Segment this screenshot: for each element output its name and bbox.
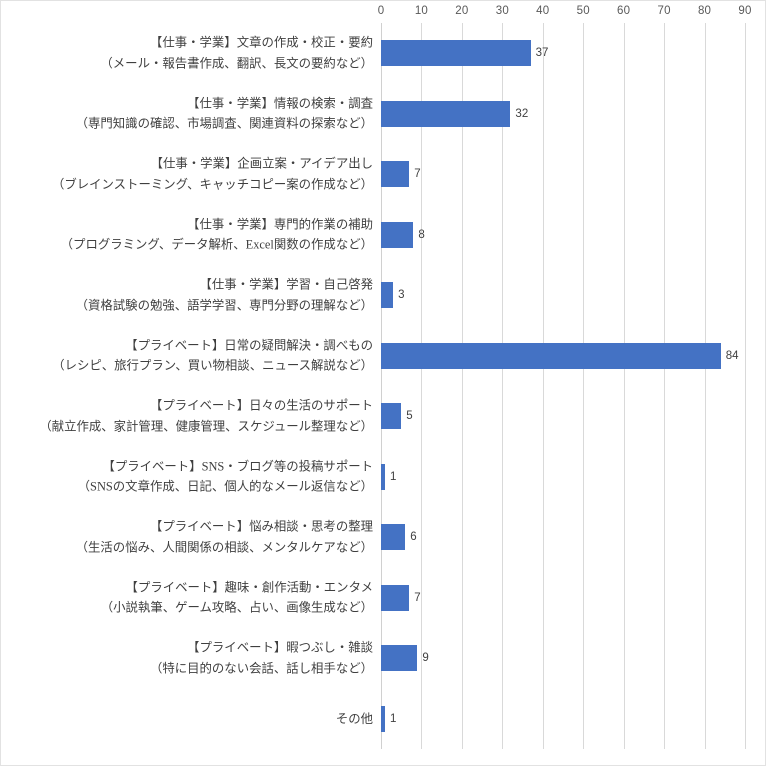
category-label-line2: （プログラミング、データ解析、Excel関数の作成など） [60, 237, 373, 252]
category-label-line1: 【プライベート】暇つぶし・雑談 [187, 640, 373, 655]
bar [381, 100, 511, 127]
x-axis-tick-label: 20 [455, 5, 469, 17]
bar [381, 221, 414, 248]
gridline [381, 23, 382, 749]
gridline [664, 23, 666, 749]
gridline [583, 23, 585, 749]
gridline [623, 23, 625, 749]
gridline [502, 23, 504, 749]
chart-row: 【仕事・学業】企画立案・アイデア出し （ブレインストーミング、キャッチコピー案の作… [1, 144, 765, 205]
bar-value-label: 9 [422, 652, 429, 665]
x-axis-tick-label: 90 [738, 5, 752, 17]
category-label-line2: （献立作成、家計管理、健康管理、スケジュール整理など） [39, 419, 373, 434]
category-label-line1: 【プライベート】日常の疑問解決・調べもの [125, 338, 373, 353]
x-axis-tick-label: 0 [377, 5, 385, 17]
bar-value-label: 5 [406, 410, 413, 423]
category-label-line2: （資格試験の勉強、語学学習、専門分野の理解など） [75, 298, 373, 313]
bar-value-label: 1 [390, 470, 397, 483]
x-axis-tick-label: 60 [617, 5, 631, 17]
chart-row: 【仕事・学業】専門的作業の補助 （プログラミング、データ解析、Excel関数の作成… [1, 205, 765, 266]
category-label-line1: 【プライベート】SNS・ブログ等の投稿サポート [102, 459, 373, 474]
category-label-line1: 【プライベート】日々の生活のサポート [149, 398, 373, 413]
gridline [704, 23, 706, 749]
category-label: 【プライベート】暇つぶし・雑談 （特に目的のない会話、話し相手など） [150, 638, 373, 679]
chart-row: 【仕事・学業】情報の検索・調査 （専門知識の確認、市場調査、関連資料の探索など） 3… [1, 84, 765, 145]
bar [381, 161, 410, 188]
x-axis-tick-label: 30 [495, 5, 509, 17]
category-label: 【仕事・学業】情報の検索・調査 （専門知識の確認、市場調査、関連資料の探索など） [76, 93, 373, 134]
category-label-line2: （特に目的のない会話、話し相手など） [149, 661, 373, 676]
category-label-line1: 【仕事・学業】企画立案・アイデア出し [150, 156, 373, 171]
bar-value-label: 37 [535, 47, 549, 60]
x-axis-tick-label: 50 [576, 5, 590, 17]
bar [381, 342, 721, 369]
category-label-line1: 【仕事・学業】専門的作業の補助 [187, 217, 373, 232]
plot-area [381, 23, 746, 749]
category-rows: 【仕事・学業】文章の作成・校正・要約 （メール・報告書作成、翻訳、長文の要約など）… [1, 23, 765, 749]
bar-value-label: 8 [418, 228, 425, 241]
chart-row: 【プライベート】悩み相談・思考の整理 （生活の悩み、人間関係の相談、メンタルケアな… [1, 507, 765, 568]
bar-value-label: 3 [398, 289, 405, 302]
bar-value-label: 6 [410, 531, 417, 544]
x-axis-tick-label: 10 [414, 5, 429, 17]
gridline [745, 23, 746, 749]
category-label-line1: 【仕事・学業】情報の検索・調査 [187, 96, 373, 111]
gridline [421, 23, 423, 749]
category-label: 【仕事・学業】文章の作成・校正・要約 （メール・報告書作成、翻訳、長文の要約など） [100, 33, 373, 74]
chart-row: 【仕事・学業】文章の作成・校正・要約 （メール・報告書作成、翻訳、長文の要約など）… [1, 23, 765, 84]
category-label: 【プライベート】悩み相談・思考の整理 （生活の悩み、人間関係の相談、メンタルケアな… [76, 517, 373, 558]
bar-value-label: 1 [390, 712, 397, 725]
category-label: 【仕事・学業】学習・自己啓発 （資格試験の勉強、語学学習、専門分野の理解など） [76, 275, 373, 316]
bar [381, 584, 410, 611]
chart-row: 【仕事・学業】学習・自己啓発 （資格試験の勉強、語学学習、専門分野の理解など） 3 [1, 265, 765, 326]
category-label-line2: （専門知識の確認、市場調査、関連資料の探索など） [75, 116, 373, 131]
category-label-line2: （ブレインストーミング、キャッチコピー案の作成など） [51, 177, 373, 192]
category-label-line1: 【プライベート】悩み相談・思考の整理 [149, 519, 373, 534]
bar [381, 40, 531, 67]
category-label-line1: その他 [335, 711, 373, 726]
category-label-line2: （小説執筆、ゲーム攻略、占い、画像生成など） [100, 600, 373, 615]
category-label-line1: 【仕事・学業】文章の作成・校正・要約 [149, 35, 373, 50]
category-label: その他 [336, 709, 373, 729]
x-axis-tick-label: 70 [657, 5, 671, 17]
bar [381, 645, 418, 672]
category-label-line2: （SNSの文章作成、日記、個人的なメール返信など） [77, 479, 373, 494]
bar [381, 282, 394, 309]
gridline [461, 23, 463, 749]
category-label: 【仕事・学業】専門的作業の補助 （プログラミング、データ解析、Excel関数の作成… [61, 214, 373, 255]
chart-row: 【プライベート】日常の疑問解決・調べもの （レシピ、旅行プラン、買い物相談、ニュー… [1, 326, 765, 387]
bar [381, 524, 406, 551]
bar-value-label: 7 [414, 591, 421, 604]
bar [381, 403, 402, 430]
bar-value-label: 7 [414, 168, 421, 181]
x-axis-tick-label: 40 [536, 5, 550, 17]
category-label: 【プライベート】趣味・創作活動・エンタメ （小説執筆、ゲーム攻略、占い、画像生成な… [101, 577, 373, 618]
category-label-line2: （生活の悩み、人間関係の相談、メンタルケアなど） [75, 540, 373, 555]
bar-value-label: 32 [515, 107, 529, 120]
chart-row: その他 1 [1, 689, 765, 750]
category-label-line2: （レシピ、旅行プラン、買い物相談、ニュース解説など） [52, 358, 373, 373]
chart-row: 【プライベート】日々の生活のサポート （献立作成、家計管理、健康管理、スケジュール… [1, 386, 765, 447]
chart-row: 【プライベート】SNS・ブログ等の投稿サポート （SNSの文章作成、日記、個人的な… [1, 447, 765, 508]
category-label-line1: 【プライベート】趣味・創作活動・エンタメ [125, 580, 373, 595]
gridline [542, 23, 544, 749]
chart-row: 【プライベート】趣味・創作活動・エンタメ （小説執筆、ゲーム攻略、占い、画像生成な… [1, 568, 765, 629]
category-label: 【プライベート】日常の疑問解決・調べもの （レシピ、旅行プラン、買い物相談、ニュー… [52, 335, 373, 376]
bar [381, 705, 386, 732]
category-label: 【プライベート】SNS・ブログ等の投稿サポート （SNSの文章作成、日記、個人的な… [78, 456, 373, 497]
x-axis-tick-label: 80 [697, 5, 712, 17]
bar [381, 463, 386, 490]
bar-value-label: 84 [725, 349, 739, 362]
category-label: 【プライベート】日々の生活のサポート （献立作成、家計管理、健康管理、スケジュール… [39, 396, 373, 437]
category-label-line2: （メール・報告書作成、翻訳、長文の要約など） [100, 56, 373, 71]
category-label-line1: 【仕事・学業】学習・自己啓発 [199, 277, 373, 292]
chart-row: 【プライベート】暇つぶし・雑談 （特に目的のない会話、話し相手など） 9 [1, 628, 765, 689]
category-label: 【仕事・学業】企画立案・アイデア出し （ブレインストーミング、キャッチコピー案の作… [52, 154, 373, 195]
